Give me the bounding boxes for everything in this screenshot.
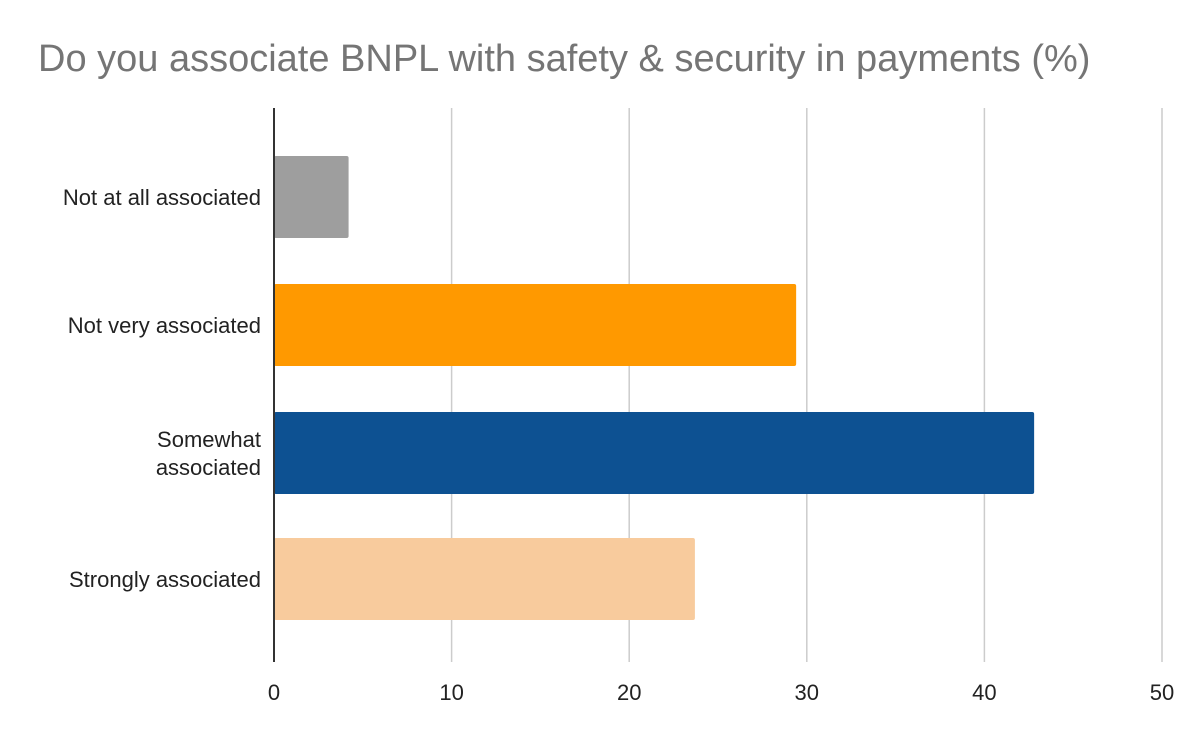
category-label: Not at all associated <box>63 185 261 210</box>
labels: 0 10 20 30 40 50 Not at all associated Not very… <box>63 185 1174 705</box>
x-tick-label: 50 <box>1150 680 1174 705</box>
category-label: Not very associated <box>68 313 261 338</box>
x-tick-label: 40 <box>972 680 996 705</box>
bar <box>274 156 349 238</box>
chart-title: Do you associate BNPL with safety & secu… <box>38 38 1091 80</box>
category-label: Strongly associated <box>69 567 261 592</box>
x-tick-label: 30 <box>795 680 819 705</box>
x-tick-label: 0 <box>268 680 280 705</box>
bar <box>274 284 797 366</box>
bar <box>274 412 1035 494</box>
category-label: associated <box>156 455 261 480</box>
x-tick-label: 10 <box>439 680 463 705</box>
category-label: Somewhat <box>157 427 261 452</box>
bars <box>274 156 1035 620</box>
bar <box>274 538 695 620</box>
x-tick-label: 20 <box>617 680 641 705</box>
